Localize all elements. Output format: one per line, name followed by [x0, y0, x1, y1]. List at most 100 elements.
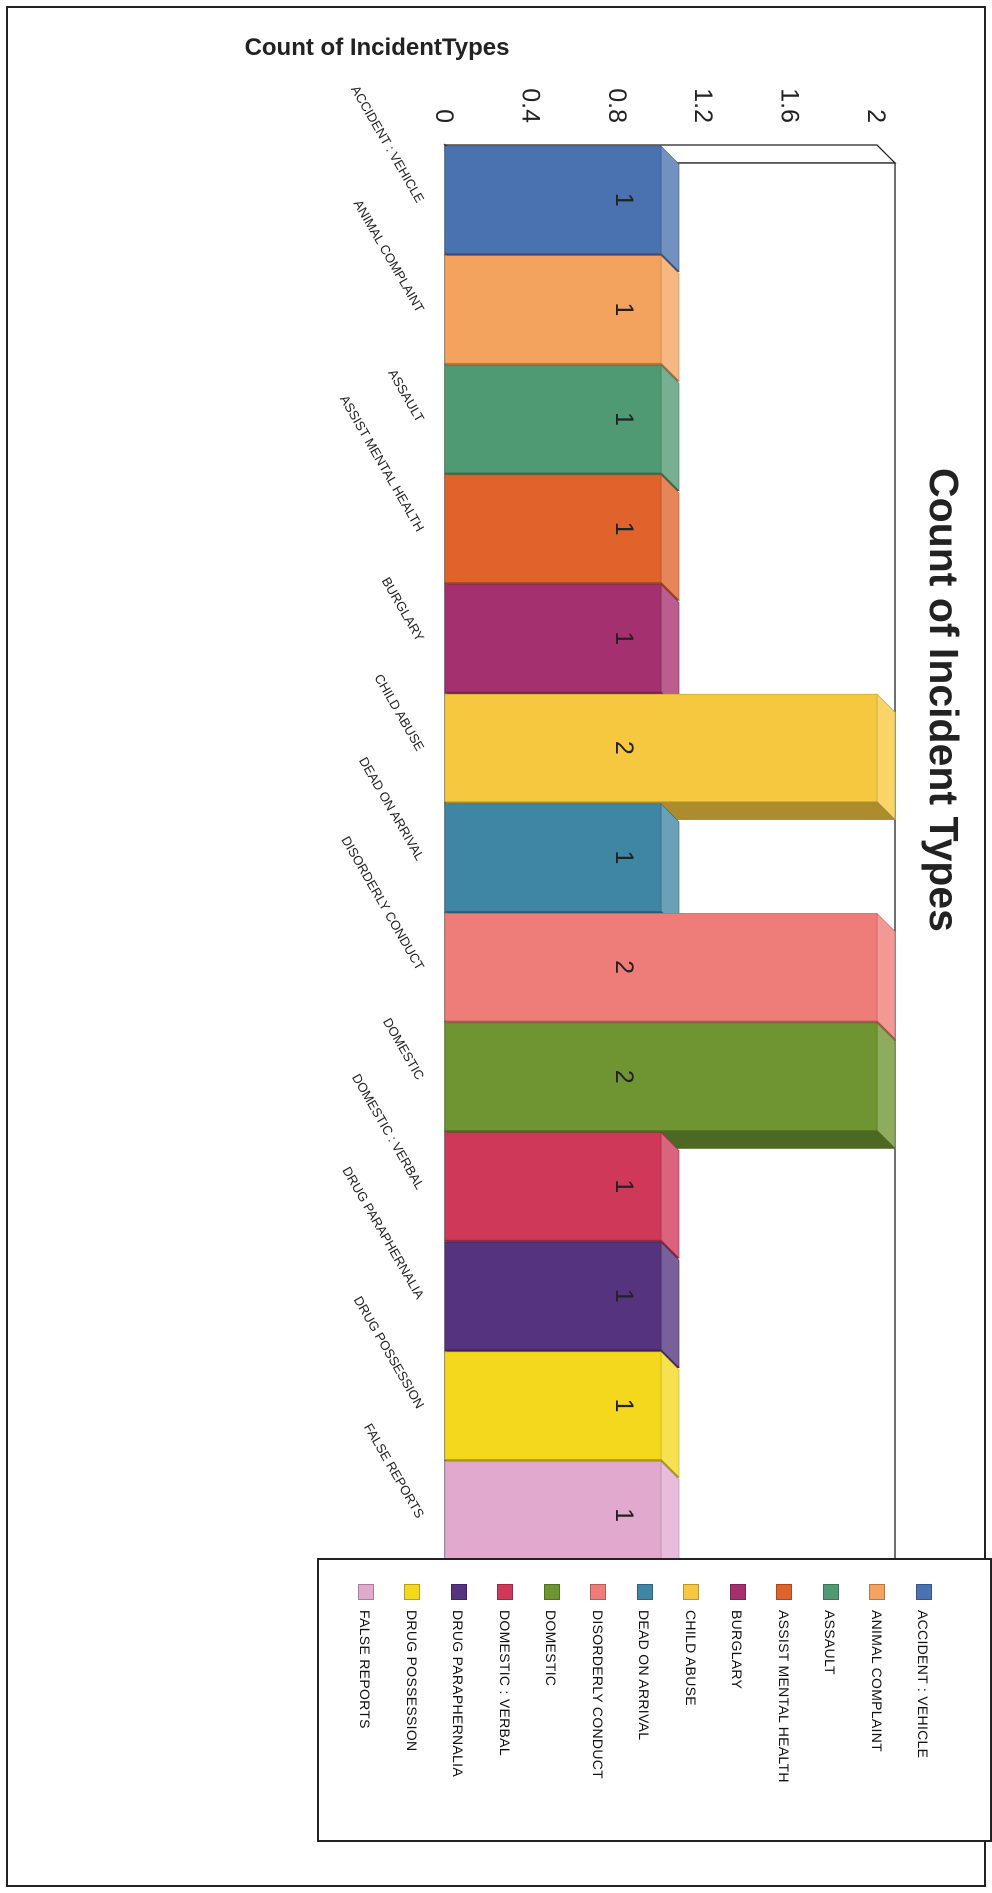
x-tick-label: DOMESTIC	[380, 1015, 427, 1082]
legend-swatch	[683, 1584, 700, 1600]
legend-entry: DRUG POSSESSION	[390, 1584, 434, 1834]
bar-front-face	[444, 1241, 662, 1350]
legend-label: ASSAULT	[822, 1610, 839, 1675]
bar-data-label: 1	[610, 1399, 638, 1413]
legend-entry: DOMESTIC	[529, 1584, 573, 1834]
x-tick-label: DRUG POSSESSION	[351, 1293, 428, 1411]
x-tick-label: ACCIDENT : VEHICLE	[348, 83, 427, 206]
legend-label: DRUG PARAPHERNALIA	[450, 1610, 467, 1777]
legend-label: CHILD ABUSE	[683, 1610, 699, 1706]
y-axis-ticks: 0 0.4 0.8 1.2 1.6 2	[430, 88, 890, 123]
legend-swatch	[730, 1584, 746, 1600]
x-tick-label: FALSE REPORTS	[361, 1421, 427, 1521]
bar: 1	[444, 474, 680, 602]
bar-top-face	[660, 145, 680, 273]
bar-data-label: 2	[610, 741, 638, 755]
bar-top-face	[876, 912, 896, 1040]
legend-entry: DEAD ON ARRIVAL	[622, 1584, 666, 1834]
bar: 1	[444, 145, 680, 273]
legend-label: ASSIST MENTAL HEALTH	[776, 1610, 792, 1783]
legend-entry: ASSIST MENTAL HEALTH	[762, 1584, 806, 1834]
y-tick-label: 0.8	[603, 88, 631, 123]
legend-swatch	[451, 1584, 467, 1600]
legend-label: DOMESTIC : VERBAL	[497, 1610, 513, 1756]
bar-data-label: 2	[610, 1070, 638, 1084]
bar: 1	[444, 1241, 680, 1369]
bar: 2	[444, 1022, 896, 1150]
legend-swatch	[916, 1584, 932, 1600]
bar-top-face	[660, 474, 680, 602]
bar-top-face	[660, 364, 680, 492]
legend-entry: ACCIDENT : VEHICLE	[901, 1584, 945, 1834]
legend-swatch	[358, 1584, 374, 1600]
bar-front-face	[444, 255, 662, 364]
bar-data-label: 1	[610, 302, 638, 316]
legend-swatch	[497, 1584, 514, 1600]
bar-front-face	[444, 1351, 662, 1460]
y-tick-label: 1.2	[689, 88, 717, 123]
x-tick-label: BURGLARY	[379, 575, 428, 645]
bar-front-face	[444, 474, 662, 583]
legend-label: DRUG POSSESSION	[404, 1610, 420, 1752]
legend-label: FALSE REPORTS	[357, 1610, 374, 1729]
y-tick-label: 1.6	[776, 88, 804, 123]
bar-data-label: 1	[610, 522, 638, 536]
legend: ACCIDENT : VEHICLE ANIMAL COMPLAINT ASSAUL…	[317, 1558, 992, 1842]
bar: 2	[444, 912, 896, 1040]
x-tick-label: DEAD ON ARRIVAL	[356, 754, 427, 863]
x-tick-label: DOMESTIC : VERBAL	[349, 1071, 427, 1192]
legend-label: DEAD ON ARRIVAL	[636, 1610, 653, 1741]
bar: 1	[444, 364, 680, 492]
bar-data-label: 1	[610, 193, 638, 207]
legend-swatch	[404, 1584, 421, 1600]
legend-entry: DOMESTIC : VERBAL	[483, 1584, 527, 1834]
bar-front-face	[444, 365, 662, 474]
legend-label: DISORDERLY CONDUCT	[590, 1610, 606, 1780]
bar-front-face	[444, 584, 662, 693]
legend-entry: ASSAULT	[808, 1584, 852, 1834]
bar-data-label: 1	[610, 851, 638, 865]
bar-front-face	[444, 913, 878, 1022]
bar-data-label: 1	[610, 412, 638, 426]
bar: 2	[444, 693, 896, 821]
legend-swatch	[637, 1584, 653, 1600]
bar: 1	[444, 1351, 680, 1479]
bar-data-label: 1	[610, 1179, 638, 1193]
bar-data-label: 1	[610, 631, 638, 645]
legend-label: BURGLARY	[729, 1610, 746, 1690]
legend-swatch	[869, 1584, 886, 1600]
bar-front-face	[444, 693, 878, 802]
bar-front-face	[444, 1022, 878, 1131]
x-tick-label: ANIMAL COMPLAINT	[351, 197, 428, 315]
bar-front-face	[444, 803, 662, 912]
y-tick-label: 0.4	[516, 88, 544, 123]
bar: 1	[444, 583, 680, 711]
legend-swatch	[823, 1584, 839, 1600]
bar-top-face	[660, 583, 680, 711]
chart-title: Count of Incident Types	[921, 468, 967, 932]
bar-top-face	[876, 1022, 896, 1150]
legend-swatch	[590, 1584, 607, 1600]
legend-entry: BURGLARY	[715, 1584, 759, 1834]
bar-data-label: 2	[610, 960, 638, 974]
bar: 1	[444, 1131, 680, 1259]
legend-label: ACCIDENT : VEHICLE	[915, 1610, 932, 1759]
y-axis-title: Count of IncidentTypes	[245, 34, 510, 61]
legend-label: DOMESTIC	[543, 1610, 560, 1687]
bar-top-face	[660, 1241, 680, 1369]
bar-top-face	[876, 693, 896, 821]
y-tick-label: 0	[430, 109, 458, 123]
y-tick-label: 2	[862, 109, 890, 123]
legend-swatch	[776, 1584, 793, 1600]
bar-top-face	[660, 803, 680, 930]
legend-entry: ANIMAL COMPLAINT	[855, 1584, 899, 1834]
legend-entry: DRUG PARAPHERNALIA	[436, 1584, 480, 1834]
legend-swatch	[544, 1584, 560, 1600]
bar-top-face	[660, 1131, 680, 1259]
bar-top-face	[660, 254, 680, 382]
bar-top-face	[660, 1351, 680, 1479]
bar-data-label: 1	[610, 1289, 638, 1303]
x-tick-label: ASSAULT	[385, 367, 427, 425]
legend-entry: FALSE REPORTS	[343, 1584, 387, 1834]
